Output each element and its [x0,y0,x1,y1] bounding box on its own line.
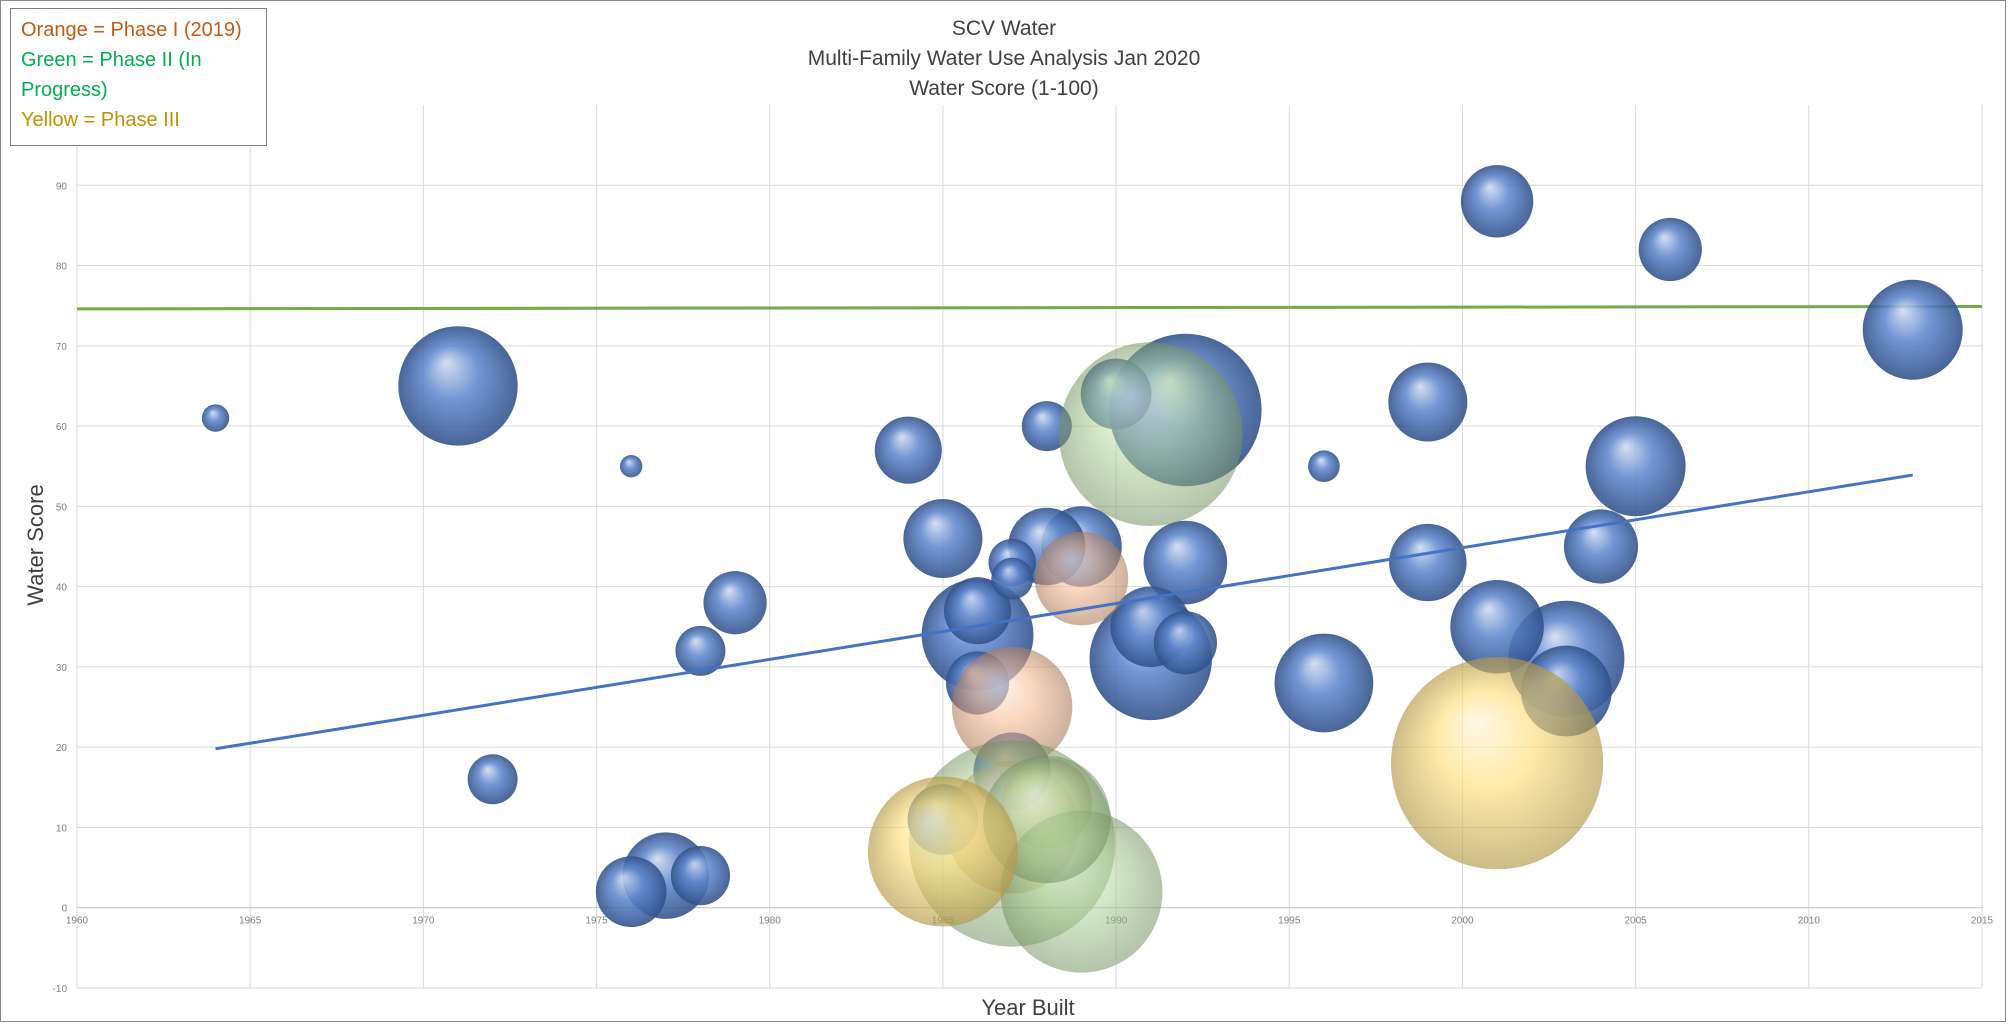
bubble-blue [1388,362,1468,442]
phase-legend: Orange = Phase I (2019) Green = Phase II… [10,8,267,146]
x-tick-label: 2005 [1625,916,1648,927]
bubble-blue [874,416,942,484]
legend-entry-orange: Orange = Phase I (2019) [21,19,242,41]
legend-entry-yellow: Yellow = Phase III [21,109,180,131]
y-tick-label: 60 [56,422,68,433]
bubble-blue [1274,633,1374,733]
bubble-orange [1034,531,1129,626]
y-tick-label: 50 [56,502,68,513]
x-tick-label: 1975 [585,916,608,927]
y-tick-label: 70 [56,342,68,353]
y-tick-label: 10 [56,823,68,834]
y-tick-label: 80 [56,262,68,273]
x-tick-label: 1970 [412,916,435,927]
x-tick-label: 2000 [1451,916,1474,927]
bubble-blue [703,571,767,635]
chart-subtitle: Multi-Family Water Use Analysis Jan 2020 [807,47,1201,70]
bubble-blue [467,754,518,805]
bubble-blue [1389,523,1467,602]
bubble-blue [1153,611,1217,675]
bubble-blue [670,846,731,906]
legend-entry-green: Green = Phase II (In Progress) [21,49,202,101]
y-tick-label: 90 [56,181,68,192]
chart-title: SCV Water [951,17,1057,40]
y-axis-title: Water Score [23,484,48,605]
bubble-blue [1862,279,1963,380]
bubble-blue [1638,217,1702,282]
trend-line [215,473,1913,751]
chart-subtitle-score: Water Score (1-100) [909,77,1099,100]
bubble-blue [620,455,643,478]
bubble-blue [675,625,726,676]
bubble-blue [595,856,667,928]
bubble-blue [1450,580,1544,674]
x-axis-title: Year Built [981,995,1074,1020]
y-tick-label: 0 [61,904,67,915]
bubble-blue [398,326,518,446]
bubble-yellow [1391,657,1604,870]
x-tick-label: 2015 [1971,916,1994,927]
x-tick-label: 1960 [66,916,89,927]
y-tick-label: 20 [56,743,68,754]
target-line [76,304,1983,311]
bubble-blue [991,557,1034,600]
bubble-blue [1143,520,1228,605]
bubble-yellow [867,776,1018,927]
y-tick-label: 40 [56,583,68,594]
x-tick-label: 1980 [759,916,782,927]
bubble-blue [903,498,983,579]
bubble-blue [201,404,230,432]
bubble-blue [1308,450,1340,483]
bubble-blue [1585,416,1686,517]
x-tick-label: 1995 [1278,916,1301,927]
x-tick-label: 2010 [1798,916,1821,927]
y-tick-label: -10 [53,984,68,995]
bubbles [201,165,1963,973]
bubble-blue [1460,165,1534,238]
x-tick-label: 1965 [239,916,262,927]
bubble-orange [951,646,1073,768]
y-tick-label: 30 [56,663,68,674]
tick-labels: 1960196519701975198019851990199520002005… [53,181,1994,995]
bubble-green [1058,342,1243,526]
